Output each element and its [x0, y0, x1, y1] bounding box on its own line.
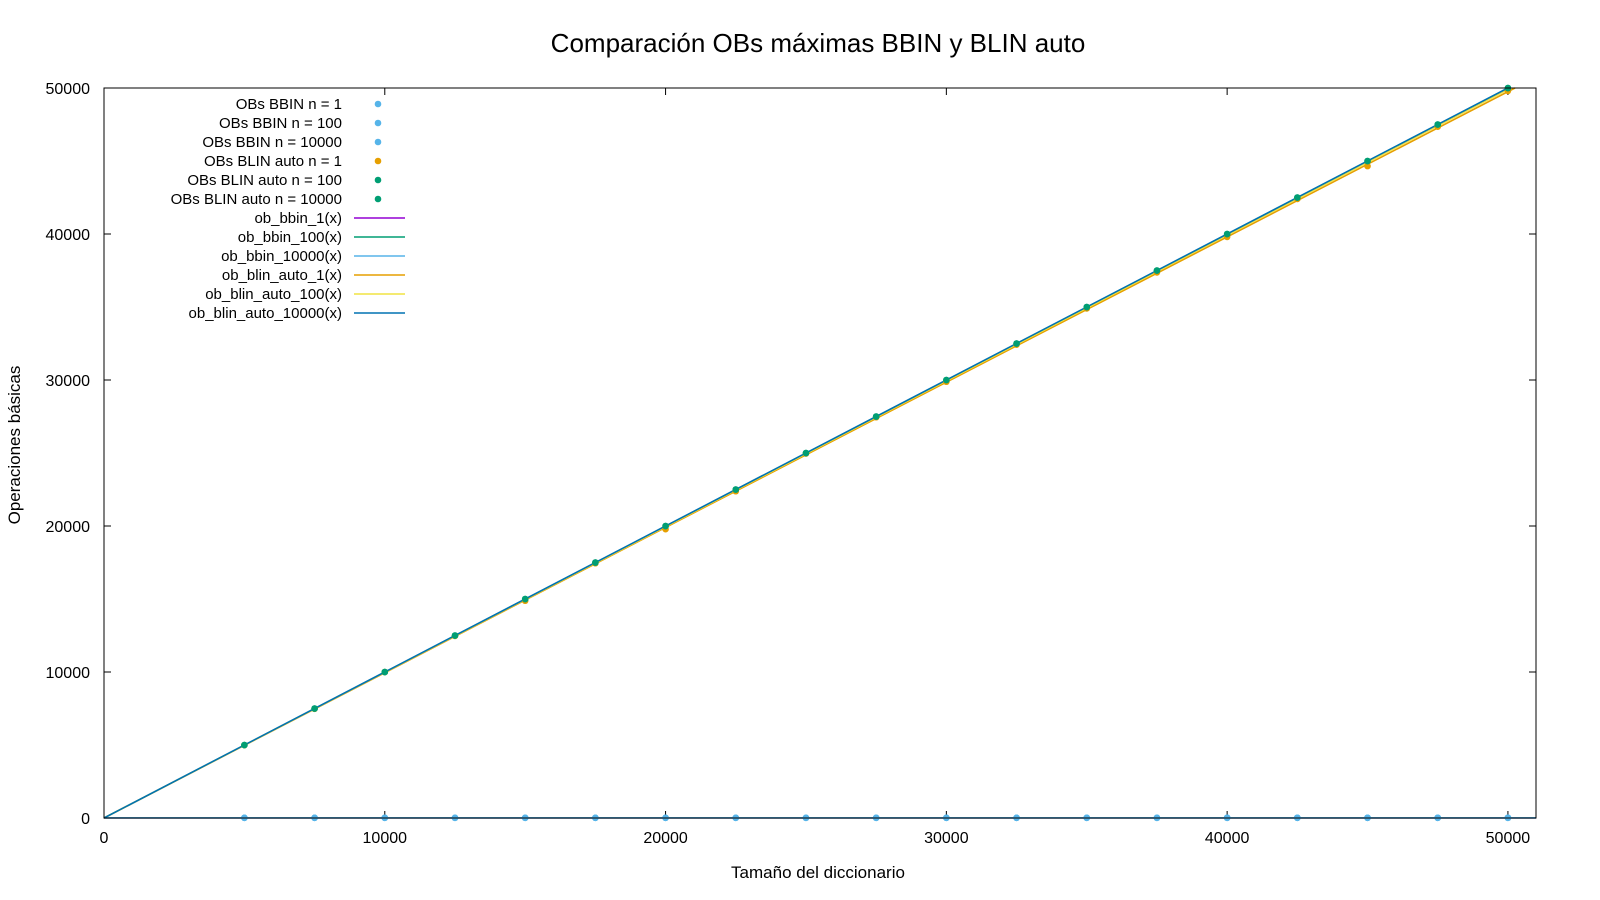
x-tick-label: 20000	[643, 830, 688, 847]
legend-label: OBs BLIN auto n = 100	[187, 172, 342, 189]
y-axis-label: Operaciones básicas	[5, 366, 24, 525]
data-point-s5-8	[802, 449, 810, 457]
legend-label: ob_blin_auto_100(x)	[205, 286, 342, 303]
legend-marker	[374, 119, 382, 127]
legend-marker	[374, 100, 382, 108]
x-tick-label: 10000	[363, 830, 408, 847]
y-tick-label: 40000	[46, 227, 91, 244]
legend-label: OBs BLIN auto n = 10000	[171, 191, 342, 208]
legend-label: ob_blin_auto_10000(x)	[189, 305, 342, 322]
data-point-s5-7	[732, 486, 740, 493]
y-tick-label: 20000	[46, 519, 91, 536]
data-point-s3-16	[1364, 162, 1371, 170]
axis-ticks: 0 10000 20000 30000 40000 50000 0 10000 20000 300…	[46, 81, 1536, 847]
x-tick-label: 30000	[924, 830, 969, 847]
y-tick-label: 50000	[46, 81, 91, 98]
data-point-s5-14	[1223, 230, 1231, 238]
data-point-s5-12	[1083, 303, 1091, 311]
data-point-s5-4	[521, 595, 529, 603]
x-tick-label: 50000	[1486, 830, 1531, 847]
legend-label: OBs BBIN n = 100	[219, 115, 342, 132]
data-point-s5-9	[872, 413, 880, 420]
legend: OBs BBIN n = 1 OBs BBIN n = 100 OBs BBIN n…	[171, 96, 405, 322]
legend-marker	[374, 138, 382, 146]
plot-frame	[103, 87, 1537, 819]
data-point-s5-11	[1013, 340, 1020, 347]
legend-marker	[374, 157, 382, 165]
y-tick-label: 30000	[46, 373, 91, 390]
y-tick-label: 10000	[46, 665, 91, 682]
x-tick-label: 40000	[1205, 830, 1250, 847]
data-point-s5-2	[381, 668, 389, 676]
data-point-s5-10	[943, 376, 950, 384]
data-point-s5-6	[662, 522, 669, 530]
legend-marker	[374, 176, 382, 184]
legend-label: ob_bbin_10000(x)	[221, 248, 342, 265]
data-point-s5-15	[1294, 194, 1301, 201]
legend-label: OBs BBIN n = 10000	[202, 134, 342, 151]
legend-label: OBs BLIN auto n = 1	[204, 153, 342, 170]
data-point-s5-13	[1153, 267, 1161, 274]
legend-label: ob_blin_auto_1(x)	[222, 267, 342, 284]
data-point-s5-5	[592, 559, 599, 566]
x-axis-label: Tamaño del diccionario	[731, 863, 905, 882]
legend-label: ob_bbin_1(x)	[254, 210, 342, 227]
data-point-s5-1	[311, 705, 318, 712]
legend-label: ob_bbin_100(x)	[238, 229, 342, 246]
legend-marker	[374, 195, 382, 203]
data-point-s5-17	[1434, 121, 1442, 128]
y-tick-label: 0	[81, 811, 90, 828]
data-point-s5-3	[451, 632, 459, 639]
data-point-s5-16	[1364, 157, 1371, 165]
x-tick-label: 0	[100, 830, 109, 847]
plot-area	[103, 84, 1536, 822]
chart-title: Comparación OBs máximas BBIN y BLIN auto	[551, 28, 1086, 58]
data-point-s5-0	[241, 741, 248, 749]
legend-label: OBs BBIN n = 1	[236, 96, 342, 113]
